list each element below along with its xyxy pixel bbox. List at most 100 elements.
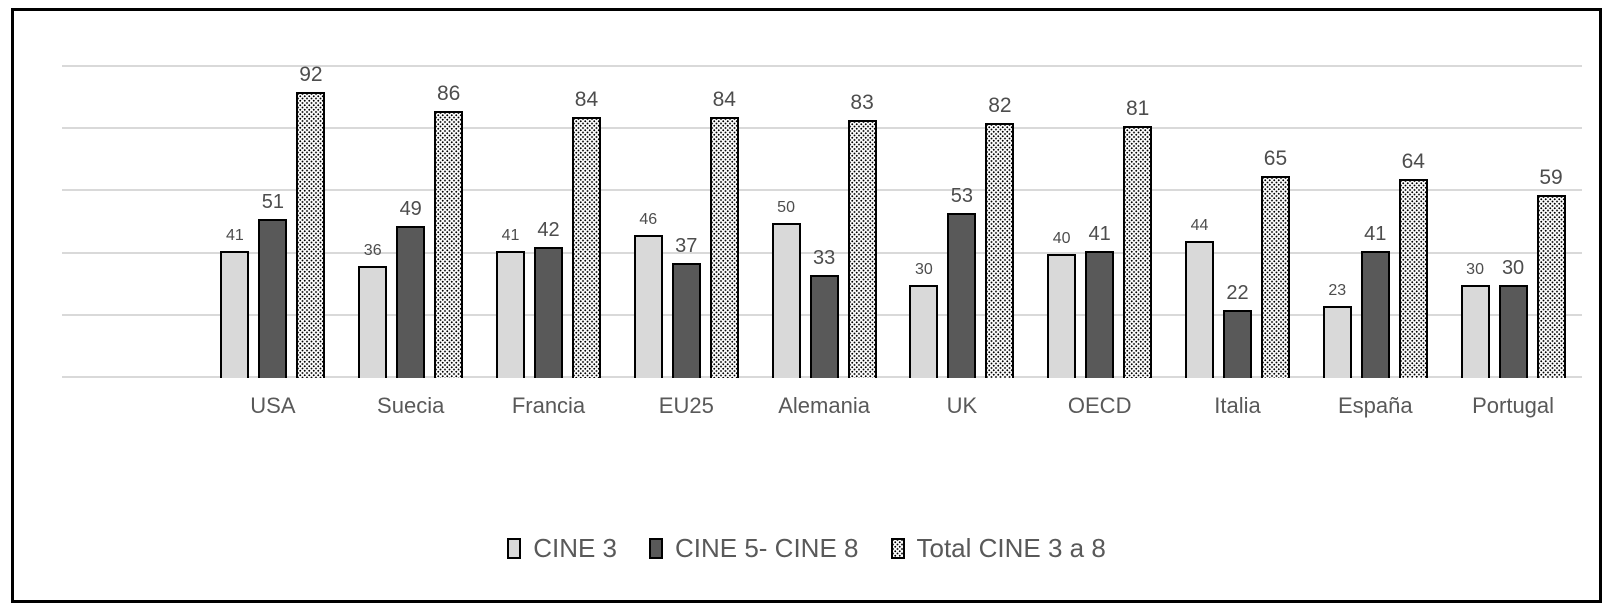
bar-series1-suecia <box>396 225 426 378</box>
bar-series0-suecia <box>358 266 388 378</box>
bar-wrap: 49 <box>396 67 426 378</box>
bar-wrap: 23 <box>1322 67 1352 378</box>
bar-wrap: 53 <box>947 67 977 378</box>
bar-series1-españa <box>1360 250 1390 378</box>
bar-wrap: 86 <box>434 67 464 378</box>
data-label: 22 <box>1226 281 1249 304</box>
data-label: 33 <box>812 247 836 270</box>
bar-series0-oecd <box>1047 253 1077 378</box>
bars-row: 36 49 86 <box>358 67 464 378</box>
legend-label: CINE 3 <box>533 533 617 563</box>
bar-wrap: 37 <box>671 67 701 378</box>
legend-item: Total CINE 3 a 8 <box>890 533 1106 564</box>
data-label: 82 <box>988 93 1012 117</box>
bar-group-usa: 41 51 92 <box>204 62 342 378</box>
bar-series0-españa <box>1322 306 1352 378</box>
bar-series2-uk <box>985 122 1015 378</box>
bar-series0-italia <box>1184 241 1214 378</box>
data-label: 83 <box>850 90 874 114</box>
data-label: 40 <box>1052 229 1071 247</box>
bar-series1-alemania <box>809 275 839 378</box>
data-label: 59 <box>1539 165 1563 189</box>
category-label-suecia: Suecia <box>377 393 445 418</box>
data-label: 81 <box>1125 97 1150 121</box>
category-label-oecd: OECD <box>1067 393 1132 418</box>
legend-label: Total CINE 3 a 8 <box>916 533 1106 563</box>
data-label: 36 <box>363 242 382 260</box>
bar-group-suecia: 36 49 86 <box>342 67 480 378</box>
bar-wrap: 81 <box>1123 67 1153 378</box>
bar-series0-francia <box>495 250 525 378</box>
bar-group-españa: 23 41 64 <box>1306 67 1444 378</box>
bar-series2-portugal <box>1536 194 1566 378</box>
bar-series0-alemania <box>771 222 801 378</box>
bars-row: 46 37 84 <box>633 67 739 378</box>
bar-series2-oecd <box>1123 126 1153 378</box>
bar-series2-eu25 <box>709 116 739 378</box>
category-label-alemania: Alemania <box>778 393 870 418</box>
bar-wrap: 33 <box>809 67 839 378</box>
bar-series2-francia <box>571 116 601 378</box>
bar-wrap: 83 <box>847 67 877 378</box>
bar-wrap: 46 <box>633 67 663 378</box>
bars-row: 41 51 92 <box>220 62 326 378</box>
bar-series0-portugal <box>1460 284 1490 378</box>
legend-item: CINE 3 <box>507 533 617 564</box>
data-label: 41 <box>225 226 244 244</box>
bar-groups: 41 51 92 36 49 86 41 42 84 46 37 84 50 33 83 30 53 82 40 41… <box>204 62 1582 378</box>
category-label-uk: UK <box>946 393 978 418</box>
data-label: 86 <box>437 81 461 105</box>
bar-wrap: 36 <box>358 67 388 378</box>
bar-group-eu25: 46 37 84 <box>617 67 755 378</box>
data-label: 41 <box>501 226 520 244</box>
data-label: 92 <box>299 62 323 86</box>
bar-wrap: 44 <box>1184 67 1214 378</box>
bar-series0-eu25 <box>633 234 663 378</box>
data-label: 30 <box>914 260 933 278</box>
bar-wrap: 92 <box>296 62 326 378</box>
gridline-60 <box>62 189 1582 192</box>
data-label: 51 <box>261 191 285 214</box>
data-label: 41 <box>1088 222 1111 245</box>
bar-wrap: 50 <box>771 67 801 378</box>
category-label-portugal: Portugal <box>1472 393 1555 418</box>
bar-wrap: 42 <box>533 67 563 378</box>
bar-wrap: 30 <box>1498 67 1528 378</box>
category-label-usa: USA <box>250 393 296 418</box>
bars-row: 50 33 83 <box>771 67 877 378</box>
data-label: 30 <box>1466 260 1484 278</box>
bar-group-uk: 30 53 82 <box>893 67 1031 378</box>
bar-wrap: 30 <box>909 67 939 378</box>
legend-item: CINE 5- CINE 8 <box>649 533 859 564</box>
bar-series1-portugal <box>1498 284 1528 378</box>
category-label-francia: Francia <box>511 393 586 418</box>
bar-series2-españa <box>1398 178 1428 378</box>
bar-group-oecd: 40 41 81 <box>1031 67 1169 378</box>
bar-wrap: 41 <box>1085 67 1115 378</box>
bar-series0-usa <box>220 250 250 378</box>
data-label: 42 <box>537 219 560 242</box>
bar-wrap: 22 <box>1222 67 1252 378</box>
bar-wrap: 82 <box>985 67 1015 378</box>
category-label-italia: Italia <box>1214 393 1261 418</box>
data-label: 84 <box>574 87 599 111</box>
bar-wrap: 51 <box>258 67 288 378</box>
bar-wrap: 41 <box>495 67 525 378</box>
bar-series1-italia <box>1222 309 1252 378</box>
bar-series1-oecd <box>1085 250 1115 378</box>
bar-series2-suecia <box>434 110 464 378</box>
bar-wrap: 84 <box>709 67 739 378</box>
bars-row: 30 53 82 <box>909 67 1015 378</box>
bar-series2-alemania <box>847 119 877 378</box>
bar-group-alemania: 50 33 83 <box>755 67 893 378</box>
bar-wrap: 41 <box>1360 67 1390 378</box>
bar-series1-uk <box>947 213 977 378</box>
legend-swatch-icon <box>649 538 663 559</box>
data-label: 41 <box>1364 222 1387 245</box>
data-label: 49 <box>399 197 422 220</box>
data-label: 44 <box>1190 217 1209 235</box>
data-label: 64 <box>1401 149 1425 173</box>
legend: CINE 3 CINE 5- CINE 8 Total CINE 3 a 8 <box>14 533 1599 564</box>
legend-swatch-icon <box>890 538 905 559</box>
data-label: 37 <box>675 234 698 257</box>
